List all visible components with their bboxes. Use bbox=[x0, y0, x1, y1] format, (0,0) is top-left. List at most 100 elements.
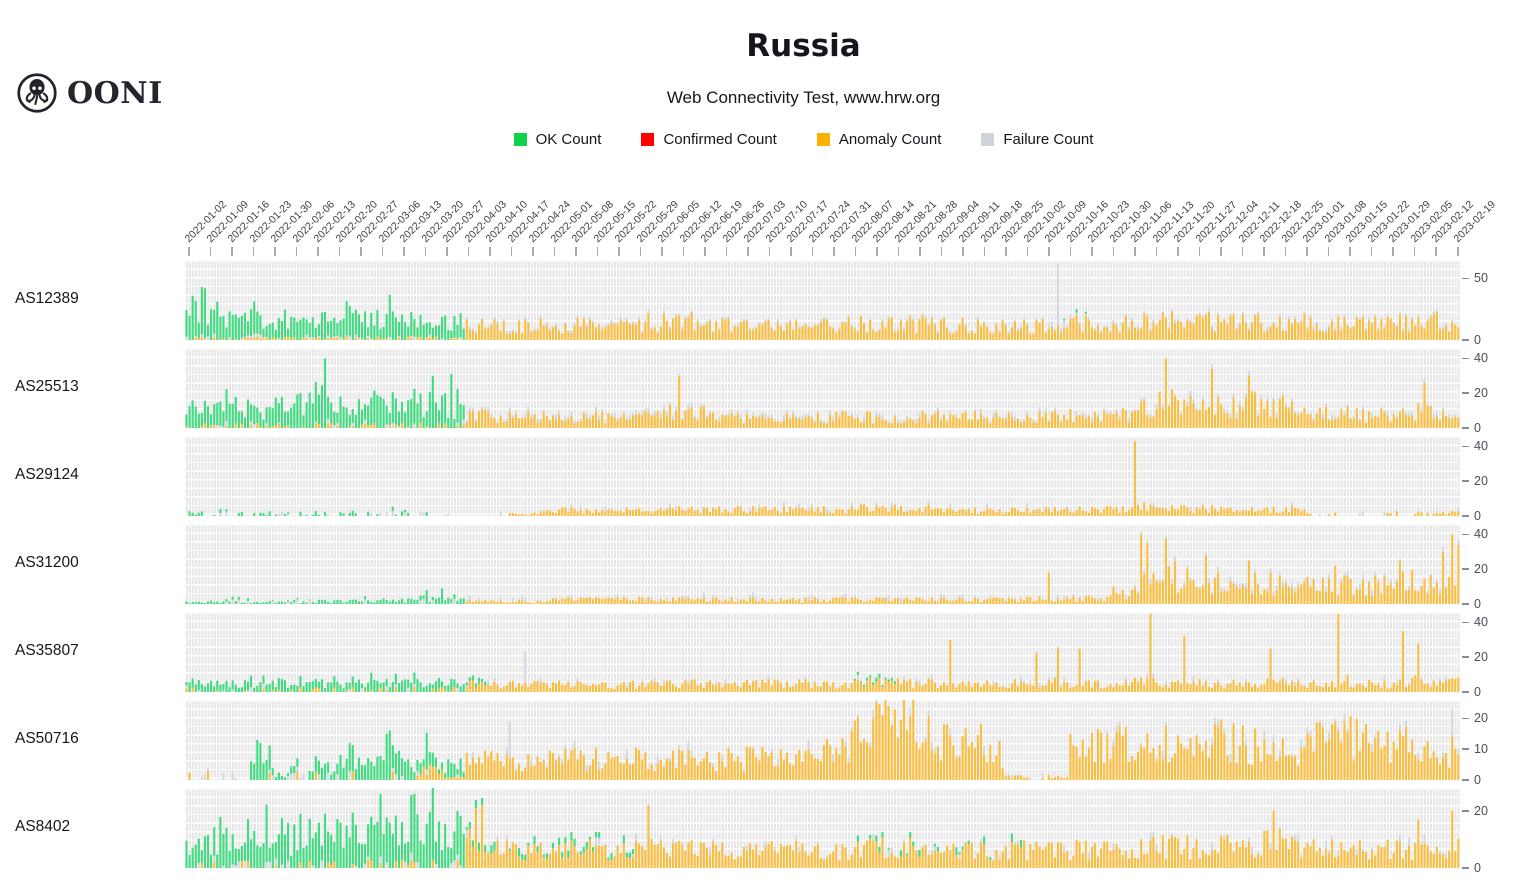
bars-layer[interactable] bbox=[185, 260, 1460, 340]
bars-layer[interactable] bbox=[185, 788, 1460, 868]
legend-item[interactable]: Anomaly Count bbox=[816, 131, 942, 148]
y-axis-tick: 20 bbox=[1462, 649, 1488, 665]
date-label: 2022-07-03 bbox=[741, 198, 789, 245]
date-axis-tick bbox=[489, 247, 491, 256]
panel-grid-background bbox=[185, 524, 1460, 604]
chart-header: Russia Web Connectivity Test, www.hrw.or… bbox=[70, 28, 1537, 148]
date-axis-tick bbox=[338, 247, 341, 256]
date-axis-tick bbox=[1220, 247, 1222, 256]
date-label: 2022-02-20 bbox=[333, 198, 380, 245]
legend-swatch-icon bbox=[981, 133, 995, 146]
y-axis-tick: 20 bbox=[1462, 473, 1488, 489]
y-axis-tick: 40 bbox=[1462, 526, 1488, 542]
y-axis-tick: 40 bbox=[1462, 614, 1488, 630]
date-label: 2022-10-23 bbox=[1085, 198, 1133, 245]
date-label: 2022-07-10 bbox=[763, 198, 810, 245]
date-label: 2022-02-06 bbox=[290, 198, 337, 245]
panel-grid-background bbox=[185, 612, 1460, 692]
date-label: 2022-03-06 bbox=[376, 198, 423, 245]
y-axis-tick-label: 20 bbox=[1474, 474, 1488, 489]
y-axis-tick-label: 0 bbox=[1474, 509, 1481, 523]
legend-swatch-icon bbox=[816, 133, 830, 146]
date-label: 2022-11-13 bbox=[1150, 199, 1197, 245]
asn-panel bbox=[185, 612, 1460, 692]
date-label: 2022-09-04 bbox=[935, 198, 982, 245]
panel-grid-background bbox=[185, 788, 1460, 868]
date-axis-tick bbox=[1327, 247, 1330, 256]
date-label: 2022-01-30 bbox=[268, 198, 316, 245]
date-axis-tick bbox=[317, 247, 319, 256]
date-label: 2022-05-01 bbox=[548, 198, 595, 245]
y-axis-tick-label: 10 bbox=[1474, 742, 1488, 757]
chart-subtitle: Web Connectivity Test, www.hrw.org bbox=[666, 88, 941, 107]
ok-bars bbox=[250, 730, 465, 780]
date-axis-tick bbox=[553, 247, 556, 256]
y-axis-tick: 10 bbox=[1462, 741, 1488, 757]
bars-layer[interactable] bbox=[185, 700, 1460, 780]
bars-layer[interactable] bbox=[185, 524, 1460, 604]
date-axis-tick bbox=[833, 247, 835, 256]
date-axis-tick bbox=[1392, 247, 1394, 256]
date-axis-tick bbox=[1435, 247, 1437, 256]
asn-label: AS29124 bbox=[15, 466, 79, 483]
date-axis-tick bbox=[510, 247, 513, 256]
y-axis-tick-label: 20 bbox=[1474, 711, 1488, 726]
date-label: 2023-01-22 bbox=[1365, 198, 1412, 245]
date-axis-tick bbox=[252, 247, 255, 256]
bars-layer[interactable] bbox=[185, 436, 1460, 516]
date-axis-tick bbox=[661, 247, 663, 256]
date-axis-tick bbox=[1349, 247, 1351, 256]
panel-grid-background bbox=[185, 436, 1460, 516]
date-label: 2022-03-13 bbox=[397, 198, 445, 245]
bars-layer[interactable] bbox=[185, 612, 1460, 692]
ok-bars bbox=[185, 287, 1087, 340]
date-label: 2022-04-03 bbox=[462, 198, 509, 245]
bars-layer[interactable] bbox=[185, 348, 1460, 428]
date-axis-tick bbox=[618, 247, 620, 256]
y-axis-tick-label: 40 bbox=[1474, 439, 1488, 454]
date-label: 2022-07-31 bbox=[827, 198, 875, 245]
date-label: 2022-04-17 bbox=[505, 198, 552, 245]
date-label: 2022-11-27 bbox=[1193, 199, 1240, 245]
date-label: 2022-07-17 bbox=[784, 198, 832, 245]
date-axis-tick bbox=[1069, 247, 1072, 256]
date-label: 2022-09-18 bbox=[978, 198, 1025, 245]
failure-bars bbox=[185, 263, 1460, 340]
y-axis-tick: 0 bbox=[1462, 420, 1481, 436]
y-axis-tick-label: 0 bbox=[1474, 685, 1481, 699]
ok-bars bbox=[185, 671, 896, 692]
legend-label: Anomaly Count bbox=[838, 131, 942, 148]
date-axis-tick bbox=[876, 247, 878, 256]
y-axis-tick-label: 50 bbox=[1474, 271, 1488, 286]
y-axis-tick: 20 bbox=[1462, 385, 1488, 401]
panel-grid-background bbox=[185, 260, 1460, 340]
failure-bars bbox=[225, 532, 1460, 604]
date-label: 2022-02-27 bbox=[354, 198, 402, 245]
date-label: 2022-10-02 bbox=[1021, 198, 1068, 245]
failure-bars bbox=[219, 500, 1460, 516]
date-axis-tick bbox=[1198, 247, 1201, 256]
legend-item[interactable]: OK Count bbox=[513, 131, 601, 148]
date-axis-tick bbox=[188, 247, 190, 256]
y-axis-tick: 20 bbox=[1462, 710, 1488, 726]
failure-bars bbox=[216, 364, 1457, 428]
y-axis-tick: 20 bbox=[1462, 561, 1488, 577]
date-label: 2022-02-13 bbox=[311, 198, 359, 245]
date-axis-tick bbox=[1026, 247, 1029, 256]
date-axis-tick bbox=[1048, 247, 1050, 256]
date-axis-tick bbox=[940, 247, 943, 256]
date-axis-tick bbox=[1306, 247, 1308, 256]
date-axis-tick bbox=[1457, 247, 1459, 256]
date-axis-tick bbox=[1091, 247, 1093, 256]
y-axis-tick-label: 40 bbox=[1474, 351, 1488, 366]
legend-item[interactable]: Confirmed Count bbox=[641, 131, 777, 148]
legend-item[interactable]: Failure Count bbox=[981, 131, 1093, 148]
y-axis-tick-label: 20 bbox=[1474, 386, 1488, 401]
asn-panel bbox=[185, 260, 1460, 340]
date-axis-tick bbox=[575, 247, 577, 256]
y-axis-tick: 20 bbox=[1462, 803, 1488, 819]
anomaly-bars bbox=[508, 441, 1460, 516]
date-axis-tick bbox=[467, 247, 470, 256]
date-axis-tick bbox=[897, 247, 900, 256]
